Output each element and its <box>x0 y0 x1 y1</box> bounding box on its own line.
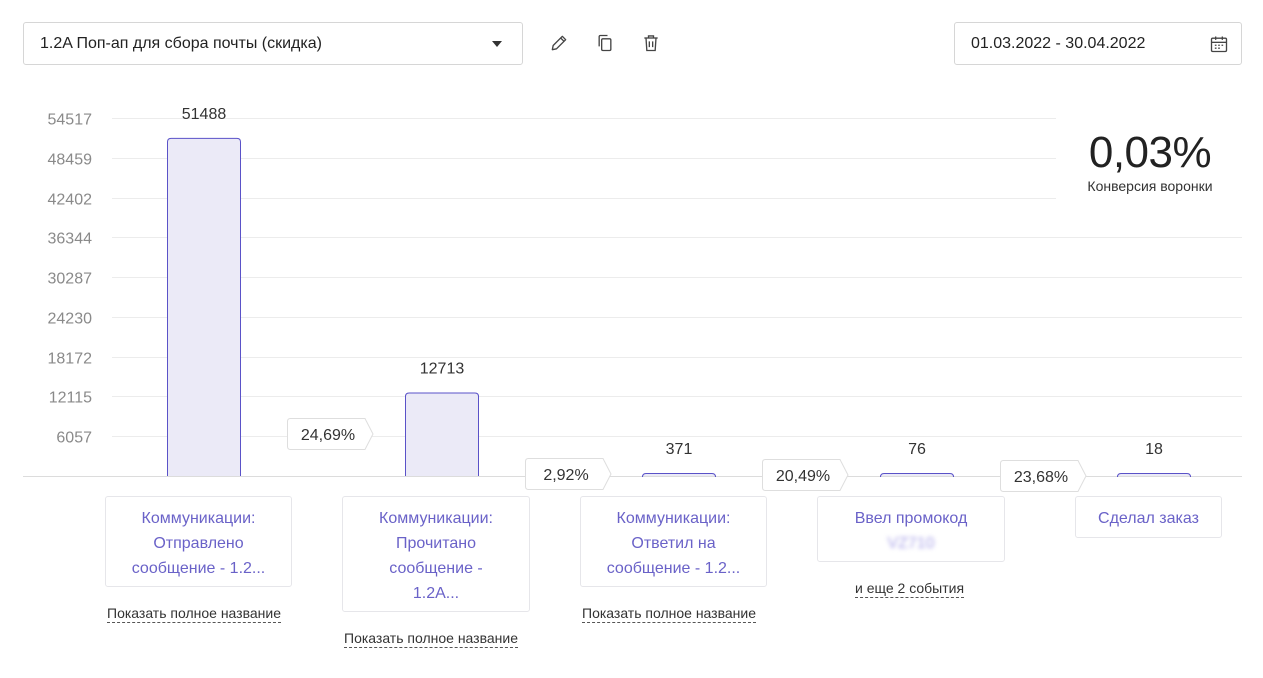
edit-button[interactable] <box>547 31 571 55</box>
step-5-box[interactable]: Сделал заказ <box>1075 496 1222 538</box>
y-tick-label: 36344 <box>48 231 93 248</box>
step-label-line: Сделал заказ <box>1098 510 1199 527</box>
delete-button[interactable] <box>639 31 663 55</box>
y-tick-label: 48459 <box>48 152 93 169</box>
step-1-box[interactable]: Коммуникации: Отправлено сообщение - 1.2… <box>105 496 292 587</box>
step-label-line: 1.2A... <box>412 585 460 602</box>
step-4-box[interactable]: Ввел промокод VZ710 <box>817 496 1005 562</box>
step-2-box[interactable]: Коммуникации: Прочитано сообщение - 1.2A… <box>342 496 530 612</box>
conversion-badge-label: 23,68% <box>1014 469 1068 486</box>
conversion-label: Конверсия воронки <box>1087 178 1213 194</box>
date-range-value: 01.03.2022 - 30.04.2022 <box>971 34 1146 52</box>
bar-value-label: 18 <box>1145 441 1163 458</box>
funnel-conversion: 0,03% Конверсия воронки <box>1070 128 1230 194</box>
step-label-line: Коммуникации: <box>616 510 731 527</box>
y-tick-label: 42402 <box>48 192 93 209</box>
bar-value-label: 51488 <box>182 106 227 123</box>
funnel-select[interactable]: 1.2A Поп-ап для сбора почты (скидка) <box>23 22 523 65</box>
y-tick-label: 30287 <box>48 271 93 288</box>
conversion-badge-label: 20,49% <box>776 468 830 485</box>
bar <box>642 473 716 478</box>
step-label-line: Ввел промокод <box>854 510 968 527</box>
y-tick-label: 24230 <box>48 311 93 328</box>
step-label-line: сообщение - 1.2... <box>131 560 266 577</box>
step-label-line: сообщение - <box>389 560 483 577</box>
step-label-line: сообщение - 1.2... <box>606 560 741 577</box>
step-label-line: Коммуникации: <box>141 510 256 527</box>
y-tick-label: 54517 <box>48 112 93 129</box>
bar <box>405 392 479 476</box>
step-label-line: Коммуникации: <box>379 510 493 527</box>
step-label-line: VZ710 <box>887 535 935 552</box>
calendar-icon <box>1210 36 1228 52</box>
trash-icon <box>644 35 658 52</box>
conversion-value: 0,03% <box>1088 128 1212 177</box>
funnel-select-value: 1.2A Поп-ап для сбора почты (скидка) <box>40 34 322 52</box>
bar-value-label: 12713 <box>420 361 465 378</box>
bar-value-label: 371 <box>666 441 693 458</box>
conversion-badge-label: 2,92% <box>543 467 588 484</box>
copy-button[interactable] <box>593 31 617 55</box>
bar <box>167 137 241 476</box>
copy-icon <box>598 34 612 52</box>
y-tick-label: 6057 <box>56 430 92 447</box>
pencil-icon <box>551 35 567 51</box>
step-3-box[interactable]: Коммуникации: Ответил на сообщение - 1.2… <box>580 496 767 587</box>
y-tick-label: 12115 <box>49 390 92 407</box>
show-full-name-link[interactable]: Показать полное название <box>344 630 519 648</box>
conversion-badge <box>1000 460 1087 492</box>
conversion-badge <box>287 418 374 450</box>
more-events-link[interactable]: и еще 2 события <box>855 580 965 598</box>
step-label-line: Прочитано <box>396 535 476 552</box>
show-full-name-link[interactable]: Показать полное название <box>107 605 282 623</box>
show-full-name-link[interactable]: Показать полное название <box>582 605 757 623</box>
conversion-badge <box>762 459 849 491</box>
y-tick-label: 18172 <box>48 351 93 368</box>
step-label-line: Ответил на <box>631 535 716 552</box>
bar-value-label: 76 <box>908 441 926 458</box>
step-label-line: Отправлено <box>153 535 244 552</box>
conversion-badge-label: 24,69% <box>301 427 355 444</box>
chevron-down-icon <box>492 40 502 47</box>
funnel-chart: 6057 12115 18172 24230 30287 36344 42402 48459 5… <box>23 106 1242 492</box>
conversion-badge <box>525 458 612 490</box>
date-range-picker[interactable]: 01.03.2022 - 30.04.2022 <box>954 22 1242 65</box>
bar <box>880 473 954 478</box>
bar <box>1117 473 1191 478</box>
